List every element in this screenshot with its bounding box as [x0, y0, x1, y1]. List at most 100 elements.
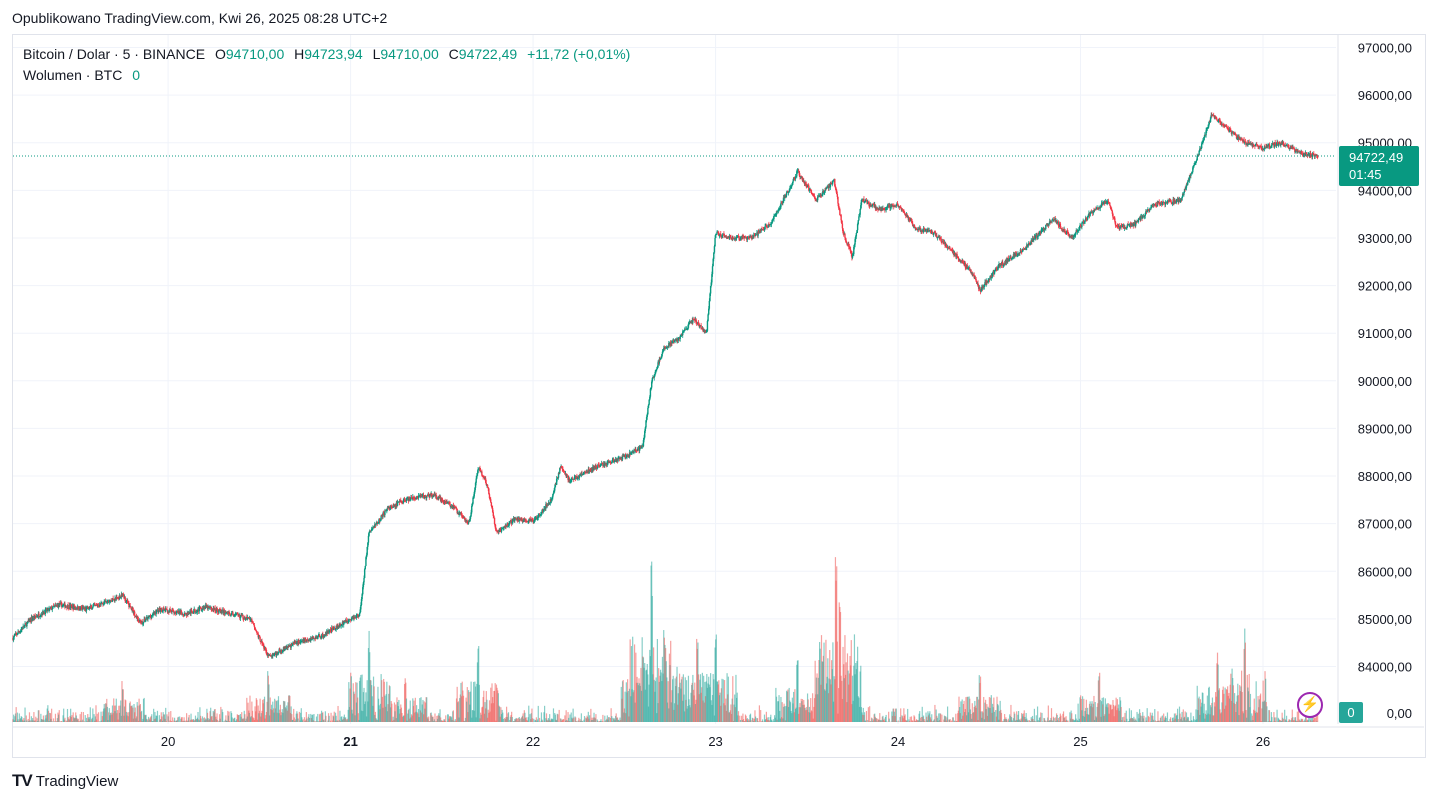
volume-bar — [124, 699, 126, 722]
volume-bar — [321, 712, 323, 722]
candle-body — [365, 557, 367, 566]
volume-bar — [244, 714, 246, 722]
volume-bar — [1189, 721, 1191, 722]
volume-bar — [659, 675, 661, 722]
volume-bar — [92, 708, 94, 722]
volume-bar — [528, 705, 530, 722]
volume-bar — [1207, 713, 1209, 722]
volume-bar — [1010, 717, 1013, 722]
volume-bar — [504, 719, 506, 722]
volume-bar — [409, 718, 411, 722]
volume-bar — [163, 714, 165, 722]
volume-bar — [1280, 720, 1282, 722]
candle-body — [367, 535, 370, 543]
candle-body — [216, 609, 219, 613]
volume-bar — [1156, 720, 1158, 722]
volume-bar — [829, 679, 831, 722]
volume-bar — [177, 716, 179, 722]
volume-bar — [246, 697, 248, 722]
volume-bar — [831, 660, 833, 722]
candle-body — [770, 223, 773, 225]
volume-bar — [344, 717, 346, 722]
volume-bar — [1165, 717, 1167, 722]
candle-body — [844, 233, 846, 238]
volume-bar — [908, 721, 911, 722]
candle-body — [800, 176, 802, 178]
volume-bar — [509, 716, 511, 722]
volume-bar — [479, 718, 481, 722]
candle-body — [491, 508, 494, 513]
chart-frame[interactable] — [12, 34, 1426, 758]
volume-bar — [1208, 686, 1210, 722]
candle-body — [353, 617, 356, 619]
volume-bar — [410, 717, 412, 722]
volume-bar — [949, 718, 951, 722]
volume-bar — [510, 714, 512, 722]
volume-bar — [1176, 715, 1178, 722]
volume-bar — [723, 703, 725, 722]
volume-bar — [1014, 713, 1016, 722]
volume-bar — [38, 710, 40, 722]
volume-bar — [475, 717, 477, 722]
volume-bar — [447, 714, 449, 722]
candle-body — [715, 234, 718, 236]
candle-body — [256, 631, 258, 634]
volume-bar — [103, 708, 105, 722]
volume-bar — [1093, 719, 1096, 722]
candle-body — [794, 176, 797, 179]
volume-bar — [366, 680, 368, 722]
volume-bar — [850, 665, 852, 722]
volume-bar — [983, 696, 985, 722]
volume-bar — [768, 721, 771, 722]
candle-body — [59, 603, 61, 606]
volume-bar — [230, 711, 232, 722]
volume-bar — [160, 712, 162, 722]
volume-bar — [550, 719, 552, 722]
volume-bar — [1297, 721, 1299, 722]
volume-bar — [1247, 687, 1249, 722]
candle-body — [796, 171, 798, 177]
candle-body — [561, 465, 563, 468]
candle-body — [801, 176, 804, 181]
volume-bar — [1139, 712, 1141, 722]
volume-bar — [926, 716, 928, 722]
volume-bar — [979, 682, 981, 722]
volume-bar — [242, 719, 244, 722]
volume-bar — [594, 717, 596, 722]
candle-body — [730, 238, 733, 240]
volume-bar — [676, 666, 678, 722]
volume-bar — [1012, 718, 1015, 722]
volume-bar — [260, 716, 262, 722]
volume-bar — [555, 719, 557, 722]
candle-body — [776, 211, 778, 213]
volume-bar — [638, 678, 640, 722]
volume-bar — [858, 706, 861, 722]
volume-bar — [534, 720, 536, 722]
volume-bar — [69, 715, 71, 722]
volume-bar — [556, 720, 558, 722]
volume-bar — [1209, 705, 1212, 722]
volume-bar — [744, 714, 747, 722]
volume-bar — [182, 721, 184, 722]
volume-bar — [1240, 670, 1243, 722]
volume-bar — [290, 706, 292, 722]
volume-bar — [396, 697, 398, 722]
volume-bar — [1187, 716, 1189, 722]
volume-bar — [44, 715, 46, 722]
candle-body — [404, 499, 406, 501]
candle-body — [199, 606, 202, 609]
volume-bar — [323, 719, 325, 722]
volume-bar — [959, 713, 961, 722]
volume-bar — [950, 720, 952, 722]
volume-bar — [1212, 715, 1214, 722]
candle-body — [207, 606, 209, 610]
volume-bar — [741, 719, 743, 722]
volume-bar — [180, 717, 183, 722]
volume-bar — [469, 704, 471, 722]
volume-bar — [485, 691, 487, 722]
volume-bar — [1199, 699, 1202, 722]
volume-bar — [931, 721, 933, 722]
volume-bar — [1306, 719, 1309, 722]
volume-bar — [643, 667, 645, 722]
